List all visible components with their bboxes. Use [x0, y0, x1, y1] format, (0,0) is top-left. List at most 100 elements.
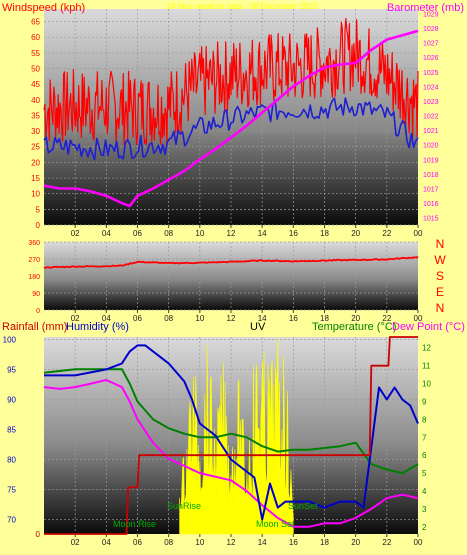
- windspeed-tick-label: 5: [36, 205, 41, 214]
- chart-title: 24 hour weather data - 08 December 2010: [167, 2, 318, 11]
- humidity-tick-label: 85: [7, 425, 16, 434]
- x-tick-label: 02: [71, 538, 80, 547]
- x-tick-label: 08: [164, 538, 173, 547]
- x-tick-label: 06: [133, 538, 142, 547]
- barometer-tick-label: 1026: [423, 55, 439, 62]
- temperature-tick-label: 9: [422, 397, 427, 406]
- barometer-tick-label: 1020: [423, 143, 439, 150]
- x-tick-label: 20: [351, 538, 360, 547]
- barometer-axis-title: Barometer (mb): [387, 2, 464, 14]
- temperature-line: [43, 368, 419, 475]
- windspeed-tick-label: 15: [31, 174, 40, 183]
- windspeed-tick-label: 20: [31, 158, 40, 167]
- x-tick-label: 08: [164, 229, 173, 238]
- axis-labels: 0510152025303540455055606510151016101710…: [3, 11, 439, 547]
- humidity-tick-label: 70: [7, 516, 16, 525]
- x-tick-label: 12: [227, 314, 236, 323]
- x-tick-label: 22: [382, 229, 391, 238]
- x-tick-label: 22: [382, 538, 391, 547]
- windspeed-tick-label: 65: [31, 18, 40, 27]
- x-tick-label: 14: [258, 314, 267, 323]
- x-tick-label: 16: [289, 229, 298, 238]
- windspeed-tick-label: 25: [31, 143, 40, 152]
- humidity-axis-title: Humidity (%): [66, 321, 129, 333]
- x-tick-label: 20: [351, 229, 360, 238]
- annotation-layer: Moon Rise SunRise SunSet Moon Set: [113, 501, 318, 529]
- moonrise-label: Moon Rise: [113, 519, 156, 529]
- temperature-tick-label: 8: [422, 415, 427, 424]
- direction-tick-label: 0: [36, 308, 40, 315]
- temperature-tick-label: 11: [422, 362, 431, 371]
- barometer-tick-label: 1029: [423, 11, 439, 18]
- x-tick-label: 22: [382, 314, 391, 323]
- barometer-tick-label: 1021: [423, 128, 439, 135]
- dewpoint-axis-title: Dew Point (°C): [392, 321, 465, 333]
- windspeed-tick-label: 0: [36, 221, 41, 230]
- windspeed-tick-label: 60: [31, 33, 40, 42]
- temperature-tick-label: 4: [422, 487, 427, 496]
- windspeed-axis-title: Windspeed (kph): [2, 2, 85, 14]
- humidity-tick-label: 100: [3, 335, 17, 344]
- temperature-tick-label: 3: [422, 505, 427, 514]
- compass-s: S: [436, 269, 444, 283]
- windspeed-tick-label: 55: [31, 49, 40, 58]
- x-tick-label: 04: [102, 538, 111, 547]
- humidity-tick-label: 90: [7, 395, 16, 404]
- temperature-tick-label: 10: [422, 380, 431, 389]
- x-tick-label: 12: [227, 538, 236, 547]
- barometer-tick-label: 1016: [423, 201, 439, 208]
- moonset-label: Moon Set: [256, 519, 295, 529]
- temperature-axis-title: Temperature (°C): [312, 321, 396, 333]
- x-tick-label: 04: [102, 314, 111, 323]
- direction-tick-label: 90: [32, 291, 40, 298]
- chart-marks: [43, 18, 419, 535]
- x-tick-label: 00: [414, 538, 423, 547]
- x-tick-label: 18: [320, 538, 329, 547]
- uv-area: [179, 338, 294, 535]
- windspeed-tick-label: 35: [31, 111, 40, 120]
- barometer-tick-label: 1024: [423, 84, 439, 91]
- x-tick-label: 18: [320, 229, 329, 238]
- barometer-tick-label: 1022: [423, 114, 439, 121]
- windspeed-tick-label: 50: [31, 64, 40, 73]
- windspeed-tick-label: 10: [31, 190, 40, 199]
- rainfall-axis-title: Rainfall (mm): [2, 321, 67, 333]
- x-tick-label: 10: [195, 538, 204, 547]
- barometer-tick-label: 1017: [423, 187, 439, 194]
- sunrise-label: SunRise: [167, 501, 201, 511]
- x-tick-label: 10: [195, 229, 204, 238]
- x-tick-label: 14: [258, 538, 267, 547]
- barometer-tick-label: 1027: [423, 41, 439, 48]
- average-windspeed-line: [43, 97, 419, 161]
- x-tick-label: 06: [133, 229, 142, 238]
- direction-tick-label: 360: [28, 240, 40, 247]
- barometer-tick-label: 1015: [423, 216, 439, 223]
- barometer-tick-label: 1018: [423, 172, 439, 179]
- dewpoint-line: [43, 379, 419, 528]
- humidity-tick-label: 95: [7, 365, 16, 374]
- compass-n-top: N: [436, 237, 445, 251]
- x-tick-label: 16: [289, 314, 298, 323]
- x-tick-label: 00: [414, 314, 423, 323]
- humidity-line: [44, 344, 419, 521]
- x-tick-label: 00: [414, 229, 423, 238]
- x-tick-label: 04: [102, 229, 111, 238]
- barometer-tick-label: 1023: [423, 99, 439, 106]
- x-tick-label: 06: [133, 314, 142, 323]
- wind-direction-line: [43, 256, 419, 269]
- x-tick-label: 12: [227, 229, 236, 238]
- humidity-tick-label: 75: [7, 486, 16, 495]
- windspeed-tick-label: 30: [31, 127, 40, 136]
- barometer-tick-label: 1028: [423, 26, 439, 33]
- x-tick-label: 02: [71, 229, 80, 238]
- x-tick-label: 16: [289, 538, 298, 547]
- barometer-tick-label: 1019: [423, 157, 439, 164]
- temperature-tick-label: 5: [422, 469, 427, 478]
- humidity-tick-label: 80: [7, 456, 16, 465]
- x-tick-label: 08: [164, 314, 173, 323]
- windspeed-line: [43, 18, 419, 146]
- temperature-tick-label: 7: [422, 433, 427, 442]
- x-tick-label: 02: [71, 314, 80, 323]
- x-tick-label: 14: [258, 229, 267, 238]
